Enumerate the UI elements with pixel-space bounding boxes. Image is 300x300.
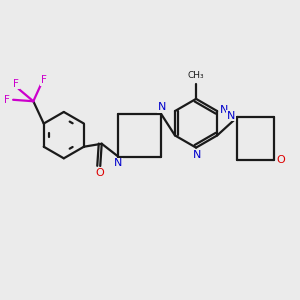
Text: CH₃: CH₃ bbox=[188, 71, 204, 80]
Text: F: F bbox=[13, 79, 19, 89]
Text: O: O bbox=[276, 155, 285, 165]
Text: N: N bbox=[227, 110, 235, 121]
Text: O: O bbox=[96, 168, 105, 178]
Text: N: N bbox=[220, 105, 228, 115]
Text: F: F bbox=[4, 95, 10, 105]
Text: N: N bbox=[113, 158, 122, 168]
Text: N: N bbox=[158, 102, 166, 112]
Text: F: F bbox=[41, 75, 47, 85]
Text: N: N bbox=[194, 150, 202, 160]
